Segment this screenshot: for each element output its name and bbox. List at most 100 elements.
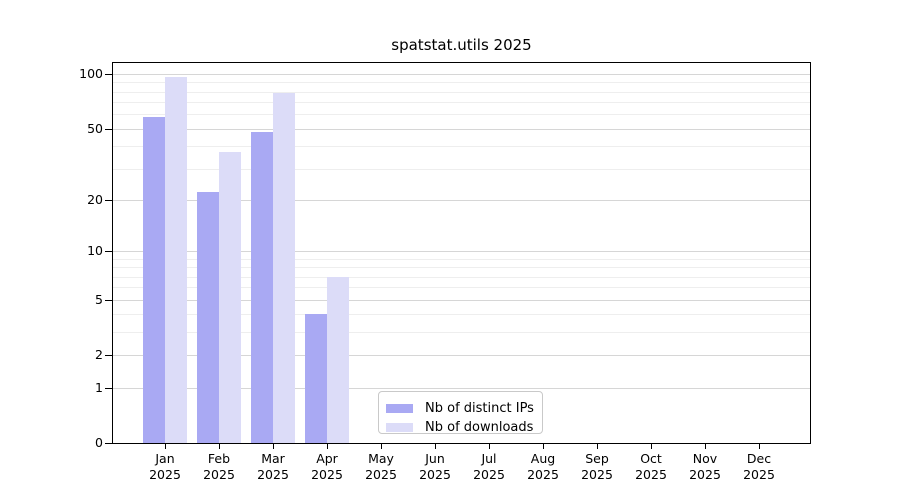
bar-mar-distinct-ips <box>251 131 273 443</box>
plot-area <box>112 62 811 444</box>
y-tick-mark <box>105 200 112 201</box>
y-tick-mark <box>105 300 112 301</box>
major-gridline <box>113 128 810 130</box>
x-tick-label: Oct 2025 <box>621 451 681 482</box>
legend: Nb of distinct IPs Nb of downloads <box>378 391 543 437</box>
y-tick-label: 50 <box>87 120 103 136</box>
x-tick-label: May 2025 <box>351 451 411 482</box>
x-tick-label: Aug 2025 <box>513 451 573 482</box>
y-tick-mark <box>105 443 112 444</box>
month-label: Nov <box>692 451 718 466</box>
minor-gridline <box>113 102 810 104</box>
x-tick-label: Dec 2025 <box>729 451 789 482</box>
x-tick-mark <box>381 444 382 449</box>
minor-gridline <box>113 276 810 278</box>
x-tick-mark <box>543 444 544 449</box>
bar-feb-distinct-ips <box>197 192 219 443</box>
legend-label: Nb of downloads <box>425 420 534 435</box>
bar-apr-downloads <box>327 276 349 443</box>
y-tick-label: 1 <box>95 379 103 395</box>
x-tick-mark <box>165 444 166 449</box>
minor-gridline <box>113 146 810 148</box>
x-tick-label: Nov 2025 <box>675 451 735 482</box>
x-tick-mark <box>327 444 328 449</box>
x-tick-label: Jul 2025 <box>459 451 519 482</box>
month-label: Jul <box>481 451 497 466</box>
x-tick-label: Jun 2025 <box>405 451 465 482</box>
x-tick-mark <box>759 444 760 449</box>
major-gridline <box>113 355 810 357</box>
year-label: 2025 <box>257 466 289 482</box>
major-gridline <box>113 251 810 253</box>
x-tick-label: Feb 2025 <box>189 451 249 482</box>
year-label: 2025 <box>311 466 343 482</box>
x-tick-mark <box>273 444 274 449</box>
month-label: Jan <box>155 451 175 466</box>
x-tick-mark <box>597 444 598 449</box>
x-tick-label: Mar 2025 <box>243 451 303 482</box>
x-tick-label: Jan 2025 <box>135 451 195 482</box>
bar-jan-downloads <box>165 77 187 443</box>
year-label: 2025 <box>419 466 451 482</box>
x-tick-label: Apr 2025 <box>297 451 357 482</box>
y-tick-label: 0 <box>95 435 103 450</box>
year-label: 2025 <box>527 466 559 482</box>
chart-title: spatstat.utils 2025 <box>391 36 532 54</box>
y-tick-label: 2 <box>95 347 103 363</box>
major-gridline <box>113 199 810 201</box>
y-tick-label: 100 <box>79 66 103 82</box>
month-label: Dec <box>746 451 772 466</box>
month-label: Sep <box>585 451 609 466</box>
month-label: Apr <box>316 451 338 466</box>
bar-jan-distinct-ips <box>143 117 165 443</box>
x-tick-label: Sep 2025 <box>567 451 627 482</box>
year-label: 2025 <box>635 466 667 482</box>
legend-row: Nb of distinct IPs <box>386 399 542 418</box>
y-tick-mark <box>105 355 112 356</box>
month-label: Aug <box>530 451 556 466</box>
y-tick-label: 5 <box>95 291 103 307</box>
legend-label: Nb of distinct IPs <box>425 401 534 416</box>
year-label: 2025 <box>581 466 613 482</box>
year-label: 2025 <box>365 466 397 482</box>
minor-gridline <box>113 168 810 170</box>
major-gridline <box>113 74 810 76</box>
legend-swatch-icon <box>386 404 413 413</box>
minor-gridline <box>113 258 810 260</box>
y-tick-label: 10 <box>87 243 103 259</box>
x-tick-mark <box>489 444 490 449</box>
year-label: 2025 <box>743 466 775 482</box>
legend-swatch-icon <box>386 423 413 432</box>
year-label: 2025 <box>473 466 505 482</box>
minor-gridline <box>113 314 810 316</box>
y-tick-mark <box>105 129 112 130</box>
month-label: Jun <box>425 451 445 466</box>
minor-gridline <box>113 114 810 116</box>
minor-gridline <box>113 332 810 334</box>
year-label: 2025 <box>149 466 181 482</box>
month-label: Oct <box>640 451 662 466</box>
bar-feb-downloads <box>219 152 241 443</box>
month-label: May <box>368 451 394 466</box>
y-tick-mark <box>105 251 112 252</box>
bar-mar-downloads <box>273 92 295 443</box>
year-label: 2025 <box>203 466 235 482</box>
major-gridline <box>113 299 810 301</box>
x-tick-mark <box>705 444 706 449</box>
y-tick-label: 20 <box>87 191 103 207</box>
minor-gridline <box>113 287 810 289</box>
bar-apr-distinct-ips <box>305 314 327 443</box>
year-label: 2025 <box>689 466 721 482</box>
legend-row: Nb of downloads <box>386 418 542 437</box>
x-tick-mark <box>435 444 436 449</box>
y-tick-mark <box>105 388 112 389</box>
minor-gridline <box>113 267 810 269</box>
minor-gridline <box>113 91 810 93</box>
y-tick-mark <box>105 74 112 75</box>
minor-gridline <box>113 82 810 84</box>
x-tick-mark <box>651 444 652 449</box>
month-label: Mar <box>261 451 285 466</box>
x-tick-mark <box>219 444 220 449</box>
major-gridline <box>113 387 810 389</box>
